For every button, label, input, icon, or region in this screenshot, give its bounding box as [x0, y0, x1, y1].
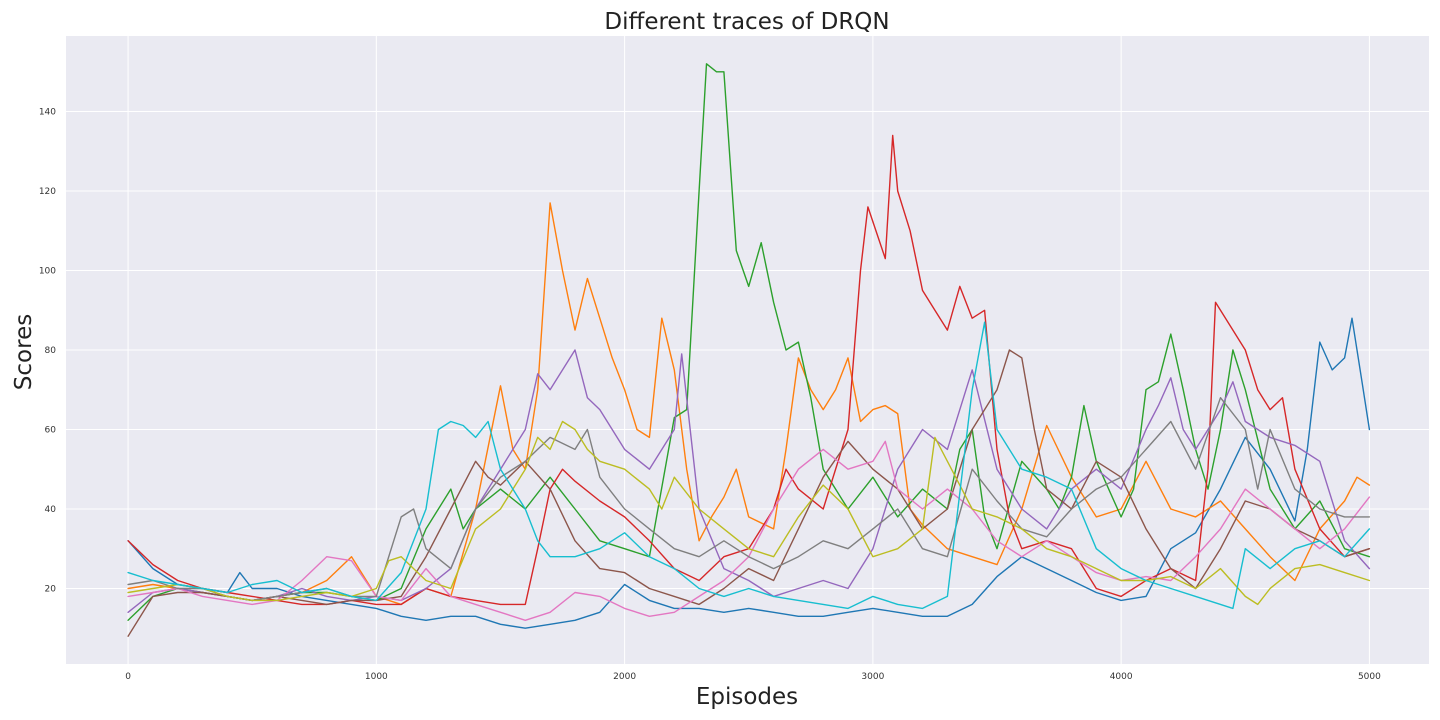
chart-title: Different traces of DRQN: [604, 9, 889, 35]
series-lines: [127, 63, 1371, 637]
y-axis-title: Scores: [11, 314, 37, 390]
grid: [66, 36, 1429, 664]
y-tick-label: 120: [39, 187, 56, 197]
x-tick-label: 3000: [861, 672, 884, 682]
y-tick-label: 40: [45, 505, 57, 515]
y-tick-label: 100: [39, 267, 56, 277]
series-line-5: [127, 349, 1371, 613]
x-tick-label: 4000: [1110, 672, 1133, 682]
series-line-9: [127, 420, 1371, 606]
y-tick-label: 140: [39, 108, 56, 118]
x-tick-label: 1000: [365, 672, 388, 682]
x-tick-label: 0: [125, 672, 131, 682]
y-tick-label: 60: [45, 425, 57, 435]
series-line-1: [127, 317, 1371, 629]
tick-labels: 0 1000 2000 3000 4000 5000 20 40 60 80 100 120 140: [39, 108, 1381, 682]
series-line-4: [127, 134, 1371, 606]
x-tick-label: 2000: [613, 672, 636, 682]
series-line-6: [127, 349, 1371, 637]
y-tick-label: 20: [45, 584, 57, 594]
x-tick-label: 5000: [1358, 672, 1381, 682]
y-tick-label: 80: [45, 346, 57, 356]
series-line-3: [127, 63, 1371, 621]
x-axis-title: Episodes: [696, 684, 798, 710]
series-line-10: [127, 321, 1371, 610]
